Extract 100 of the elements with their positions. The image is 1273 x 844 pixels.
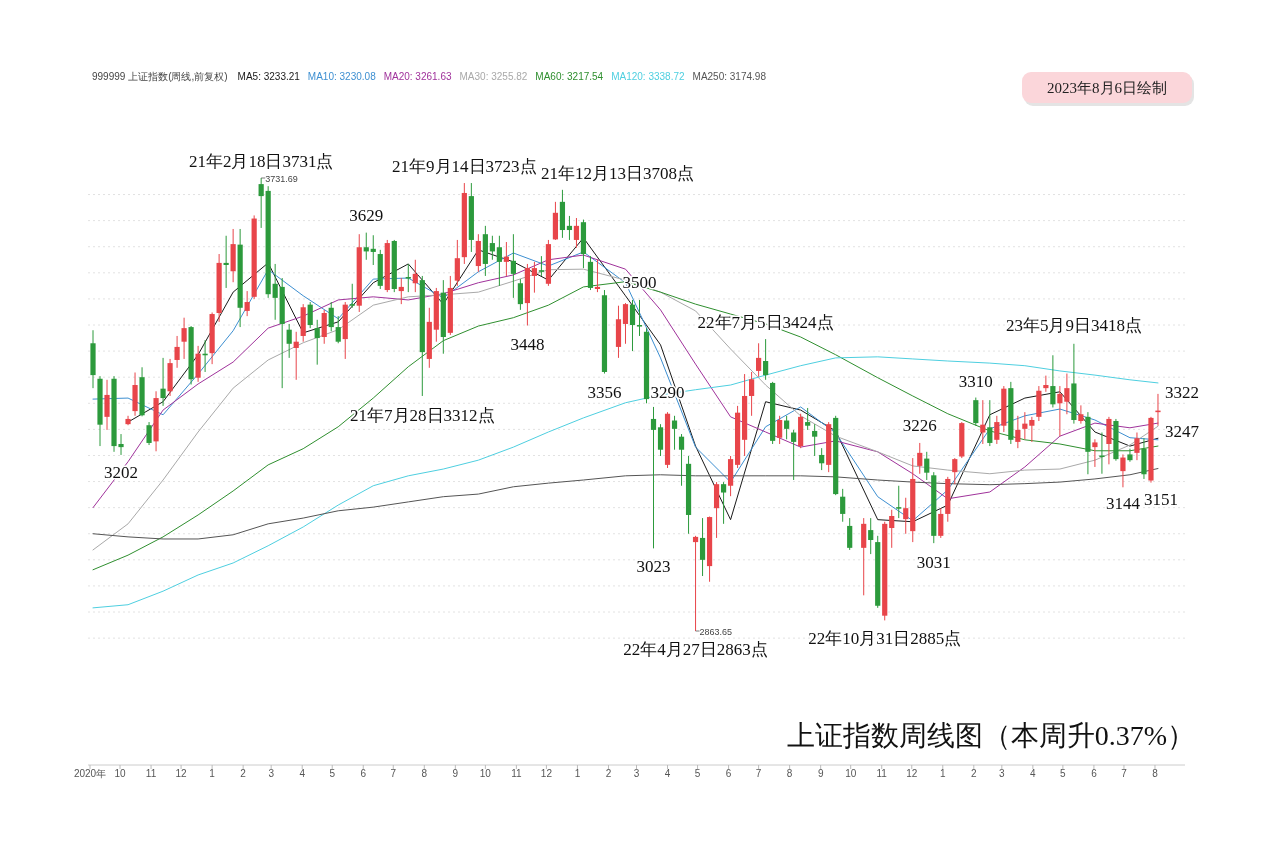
candlestick xyxy=(328,301,334,332)
candlestick xyxy=(889,509,895,549)
candlestick xyxy=(510,233,516,299)
candlestick xyxy=(952,457,958,485)
candlestick xyxy=(566,215,573,241)
x-tick-label: 1 xyxy=(209,768,216,779)
x-tick-label: 5 xyxy=(1060,768,1067,779)
candlestick xyxy=(594,259,601,293)
legend: MA5: 3233.21 MA10: 3230.08 MA20: 3261.63 MA30: 3255.82 MA60: 3217.54 MA120: 3338.72 MA250: 3174.98 xyxy=(237,71,766,82)
x-tick-label: 2020年 xyxy=(73,768,107,779)
candlestick xyxy=(994,415,1000,445)
candlestick xyxy=(195,345,201,383)
x-tick-label: 10 xyxy=(479,768,492,779)
candlestick xyxy=(174,335,180,369)
x-tick-label: 3 xyxy=(633,768,640,779)
candlestick xyxy=(896,485,902,519)
annotation: 3202 xyxy=(104,463,139,483)
x-tick-label: 10 xyxy=(114,768,127,779)
candlestick xyxy=(293,331,299,381)
candlestick xyxy=(489,235,495,261)
x-tick-label: 12 xyxy=(906,768,918,779)
candlestick xyxy=(784,415,790,440)
candlestick xyxy=(1099,432,1105,475)
candlestick xyxy=(160,357,166,407)
x-tick-label: 2 xyxy=(971,768,978,779)
candlestick xyxy=(763,338,769,381)
candlestick xyxy=(805,407,811,431)
x-tick-label: 3 xyxy=(999,768,1006,779)
candlestick xyxy=(1043,375,1049,393)
x-tick-label: 3 xyxy=(268,768,275,779)
candlestick xyxy=(657,423,664,457)
annotation: 21年9月14日3723点 xyxy=(392,156,537,176)
candlestick xyxy=(412,259,418,293)
candlestick xyxy=(636,299,643,337)
candlestick xyxy=(938,507,944,539)
x-tick-label: 12 xyxy=(175,768,188,779)
candlestick xyxy=(1029,416,1035,443)
annotation: 3151 xyxy=(1143,490,1178,510)
annotation: 3031 xyxy=(916,552,951,572)
x-tick-label: 8 xyxy=(786,768,793,779)
annotation: 3629 xyxy=(349,205,384,225)
annotation: 3731.69 xyxy=(265,173,298,184)
annotation: 22年10月31日2885点 xyxy=(808,628,962,648)
candlestick xyxy=(650,406,657,549)
candlestick xyxy=(370,234,376,266)
candlestick xyxy=(1134,432,1140,461)
x-tick-label: 9 xyxy=(452,768,459,779)
note-box: 2023年8月6日绘制 xyxy=(1022,72,1194,106)
candlestick xyxy=(678,433,685,487)
x-tick-label: 10 xyxy=(845,768,857,779)
x-tick-label: 2 xyxy=(240,768,247,779)
x-tick-label: 11 xyxy=(511,768,523,779)
x-tick-label: 4 xyxy=(664,768,671,779)
x-tick-label: 1 xyxy=(574,768,581,779)
candlestick xyxy=(314,319,320,366)
candlestick xyxy=(868,517,874,555)
candlestick xyxy=(1078,404,1084,425)
candlestick xyxy=(307,301,313,329)
candlestick xyxy=(791,429,797,481)
candlestick xyxy=(531,261,538,294)
candlestick xyxy=(1092,438,1098,468)
x-tick-label: 4 xyxy=(299,768,306,779)
candlestick xyxy=(980,399,986,445)
candlestick xyxy=(812,423,818,457)
candlestick xyxy=(861,517,867,596)
annotation: 3356 xyxy=(587,383,622,403)
x-tick-label: 6 xyxy=(1091,768,1098,779)
candlestick xyxy=(917,442,923,475)
candlestick xyxy=(258,177,264,229)
candlestick xyxy=(777,415,783,445)
chart-subtitle: 999999 上证指数(周线,前复权) xyxy=(92,71,228,82)
candlestick xyxy=(847,517,853,551)
x-tick-label: 1 xyxy=(940,768,946,779)
candlestick xyxy=(819,447,825,471)
x-tick-label: 7 xyxy=(755,768,762,779)
candlestick xyxy=(349,283,355,309)
x-tick-label: 6 xyxy=(725,768,732,779)
candlestick xyxy=(538,255,545,277)
annotation: 3322 xyxy=(1164,382,1199,402)
candlestick xyxy=(671,415,678,451)
candlestick xyxy=(496,235,502,287)
candlestick xyxy=(629,299,636,352)
candlestick xyxy=(517,278,523,311)
candlestick xyxy=(1022,411,1028,440)
annotation: 3310 xyxy=(958,372,993,392)
x-tick-label: 11 xyxy=(876,768,888,779)
candlestick xyxy=(692,535,699,632)
x-tick-label: 6 xyxy=(360,768,367,779)
x-tick-label: 11 xyxy=(145,768,157,779)
x-tick-label: 5 xyxy=(694,768,701,779)
annotation: 3226 xyxy=(902,415,937,435)
candlestick xyxy=(622,302,629,345)
x-tick-label: 8 xyxy=(421,768,428,779)
candlestick xyxy=(903,497,909,535)
candlestick xyxy=(286,323,292,359)
candlestick xyxy=(363,232,369,261)
text: 上证指数周线图（本周升0.37%） xyxy=(786,720,1195,751)
candlestick xyxy=(987,399,993,447)
candlestick xyxy=(1015,415,1021,449)
candlestick xyxy=(1057,385,1063,437)
